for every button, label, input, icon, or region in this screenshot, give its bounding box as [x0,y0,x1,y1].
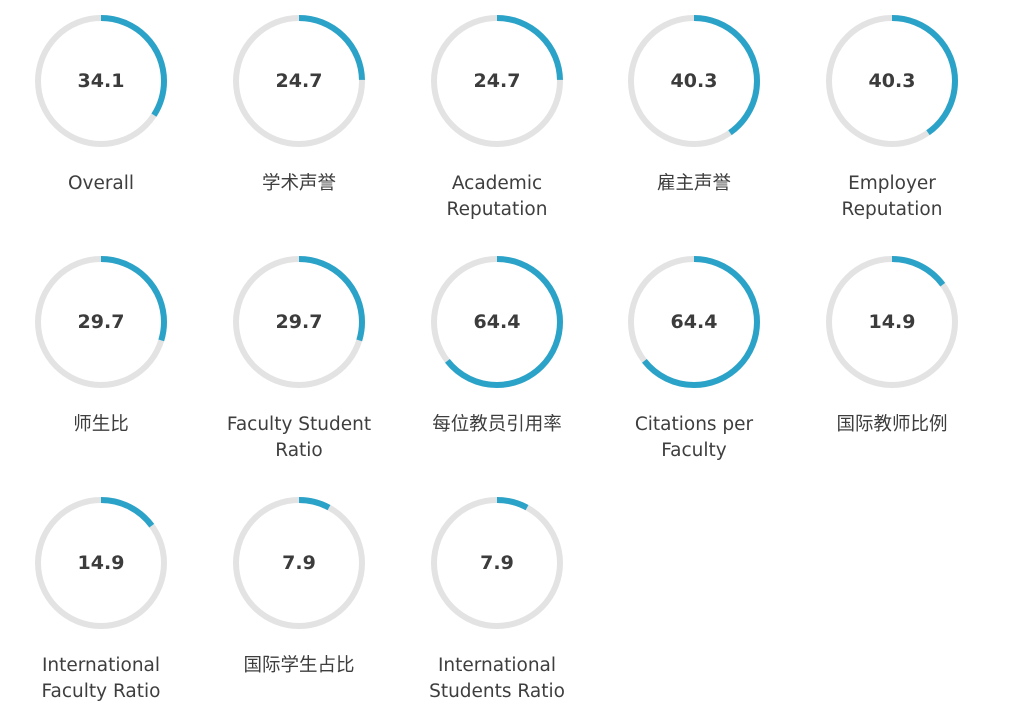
ring-progress [431,256,563,388]
metric-international-students-ratio-zh: 7.9 国际学生占比 [200,496,398,679]
metric-label: Academic Reputation [446,173,548,220]
score-value: 40.3 [670,70,718,92]
metric-employer-reputation-zh: 40.3 雇主声誉 [595,14,793,197]
score-ring: 14.9 [34,496,168,630]
score-ring-chart [431,497,563,629]
metric-international-faculty-ratio-zh: 14.9 国际教师比例 [793,255,991,438]
score-ring: 40.3 [825,14,959,148]
score-value: 29.7 [77,311,125,333]
score-value: 24.7 [275,70,323,92]
score-value: 14.9 [868,311,916,333]
metric-label: 国际教师比例 [836,414,948,435]
score-value: 24.7 [473,70,521,92]
metric-international-students-ratio: 7.9 International Students Ratio [398,496,596,705]
metric-label: Faculty Student Ratio [226,414,372,461]
ring-progress [35,256,167,388]
metric-label: Overall [67,173,135,194]
score-value: 29.7 [275,311,323,333]
score-ring: 7.9 [430,496,564,630]
metric-label: International Faculty Ratio [41,655,161,702]
ring-progress [35,497,167,629]
metric-academic-reputation-zh: 24.7 学术声誉 [200,14,398,197]
ring-progress [233,256,365,388]
metric-faculty-student-ratio-zh: 29.7 师生比 [2,255,200,438]
score-ring: 24.7 [232,14,366,148]
metric-label: 学术声誉 [261,173,336,194]
score-ring-chart [233,15,365,147]
score-value: 7.9 [480,552,514,574]
score-ring: 40.3 [627,14,761,148]
score-ring-chart [628,256,760,388]
ring-progress [826,15,958,147]
score-ring-chart [233,497,365,629]
score-ring: 7.9 [232,496,366,630]
ring-progress [233,497,365,629]
ring-progress [431,497,563,629]
score-value: 64.4 [473,311,521,333]
score-ring-chart [35,497,167,629]
metric-academic-reputation: 24.7 Academic Reputation [398,14,596,223]
score-ring-chart [628,15,760,147]
metric-citations-per-faculty-zh: 64.4 每位教员引用率 [398,255,596,438]
metric-citations-per-faculty: 64.4 Citations per Faculty [595,255,793,464]
metric-label: 雇主声誉 [656,173,731,194]
score-ring-chart [35,15,167,147]
score-ring: 34.1 [34,14,168,148]
score-ring: 29.7 [232,255,366,389]
score-value: 34.1 [77,70,125,92]
ring-progress [628,15,760,147]
score-value: 40.3 [868,70,916,92]
ring-progress [628,256,760,388]
metric-label: Citations per Faculty [634,414,754,461]
metric-label: International Students Ratio [429,655,565,702]
ring-progress [431,15,563,147]
metric-international-faculty-ratio: 14.9 International Faculty Ratio [2,496,200,705]
ring-progress [233,15,365,147]
score-ring-chart [826,15,958,147]
metric-overall: 34.1 Overall [2,14,200,197]
score-ring-chart [233,256,365,388]
score-ring: 14.9 [825,255,959,389]
metric-label: 师生比 [73,414,129,435]
metric-label: Employer Reputation [841,173,943,220]
score-ring: 64.4 [627,255,761,389]
ring-progress [35,15,167,147]
score-ring: 24.7 [430,14,564,148]
score-ring-chart [431,15,563,147]
score-ring: 64.4 [430,255,564,389]
metric-employer-reputation: 40.3 Employer Reputation [793,14,991,223]
metric-label: 国际学生占比 [243,655,355,676]
score-value: 7.9 [282,552,316,574]
metric-label: 每位教员引用率 [432,414,562,435]
ring-progress [826,256,958,388]
score-ring-chart [431,256,563,388]
metric-faculty-student-ratio: 29.7 Faculty Student Ratio [200,255,398,464]
score-ring: 29.7 [34,255,168,389]
score-value: 14.9 [77,552,125,574]
score-value: 64.4 [670,311,718,333]
score-ring-chart [35,256,167,388]
score-ring-chart [826,256,958,388]
